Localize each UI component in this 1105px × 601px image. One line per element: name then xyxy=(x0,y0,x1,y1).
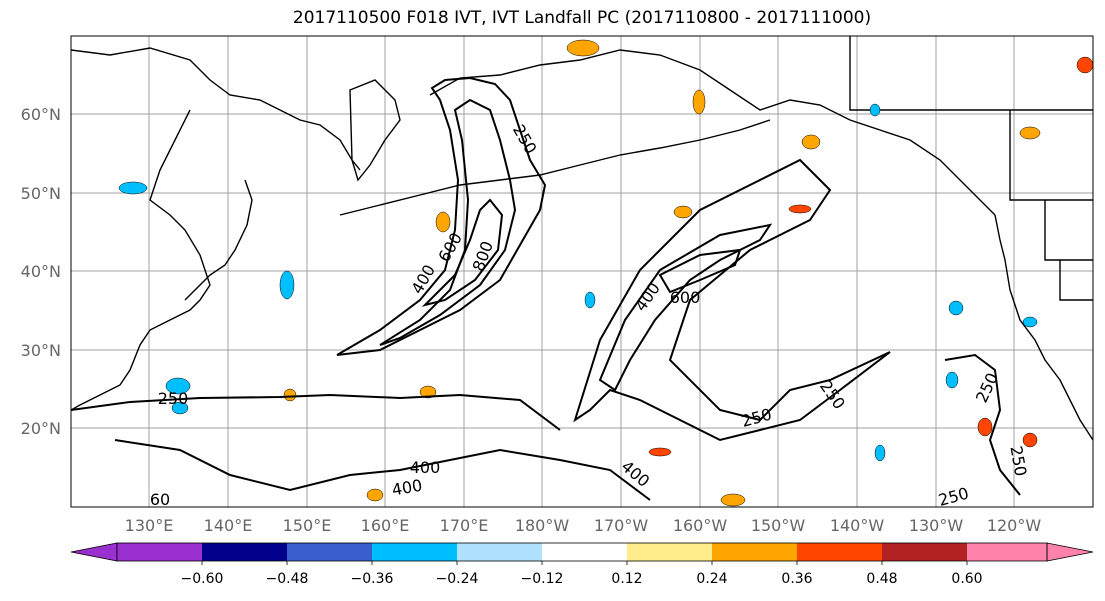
colorbar-tick-label: −0.60 xyxy=(181,571,224,587)
contour-600-north xyxy=(421,198,504,307)
lon-label: 140°W xyxy=(830,516,885,535)
pc-patch xyxy=(566,39,600,57)
colorbar-segment xyxy=(967,543,1047,561)
colorbar-tick-label: 0.12 xyxy=(611,571,642,587)
colorbar-tick-label: −0.24 xyxy=(436,571,479,587)
lon-label: 170°E xyxy=(440,516,489,535)
lon-label: 150°W xyxy=(751,516,806,535)
ivt-contours xyxy=(71,76,1021,501)
colorbar-segment xyxy=(797,543,882,561)
coast-kamchatka xyxy=(349,79,401,182)
pc-patch xyxy=(801,134,821,150)
colorbar-segment xyxy=(287,543,372,561)
lon-label: 150°E xyxy=(283,516,332,535)
pc-patch xyxy=(673,205,693,219)
pc-patch xyxy=(165,377,191,395)
contour-label: 250 xyxy=(158,389,189,408)
lon-label: 170°W xyxy=(594,516,649,535)
pc-patch xyxy=(788,204,812,214)
lon-label: 130°W xyxy=(909,516,964,535)
coast-canada-border xyxy=(849,36,1093,301)
lon-label: 130°E xyxy=(125,516,174,535)
pc-patch xyxy=(1022,316,1038,328)
lon-label: 120°W xyxy=(987,516,1042,535)
lon-label: 160°W xyxy=(673,516,728,535)
pc-patch xyxy=(945,371,959,389)
colorbar: −0.60 −0.48 −0.36 −0.24 −0.12 0.12 0.24 … xyxy=(70,542,1094,587)
colorbar-segment xyxy=(882,543,967,561)
coast-japan xyxy=(184,179,253,301)
lon-label: 160°E xyxy=(361,516,410,535)
colorbar-tick-label: 0.24 xyxy=(696,571,727,587)
pc-patch xyxy=(279,270,295,300)
lat-label-group: 60°N 50°N 40°N 30°N 20°N xyxy=(21,105,61,438)
pc-patch xyxy=(720,493,746,507)
lat-label: 50°N xyxy=(21,184,61,203)
colorbar-segment xyxy=(202,543,287,561)
graticule xyxy=(71,36,1093,507)
contour-600-central xyxy=(658,248,742,294)
contour-label: 60 xyxy=(150,490,170,509)
pc-patch xyxy=(977,417,993,437)
pc-patch xyxy=(419,385,437,399)
pc-patch xyxy=(648,447,672,457)
lon-label-group: 130°E 140°E 150°E 160°E 170°E 180°W 170°… xyxy=(125,516,1042,535)
pc-patch xyxy=(584,291,596,309)
pc-patch xyxy=(366,488,384,502)
pc-patch xyxy=(283,388,297,402)
coast-alaska xyxy=(429,49,996,216)
colorbar-segment xyxy=(712,543,797,561)
pc-patch xyxy=(874,444,886,462)
pc-shading xyxy=(118,39,1093,507)
lat-label: 40°N xyxy=(21,262,61,281)
colorbar-segment xyxy=(542,543,627,561)
contour-label: 600 xyxy=(670,288,701,307)
pc-patch xyxy=(948,300,964,316)
lon-label: 180°W xyxy=(515,516,570,535)
colorbar-segment xyxy=(372,543,457,561)
pc-patch xyxy=(1022,432,1038,448)
coastlines xyxy=(71,36,1093,441)
pc-patch xyxy=(1076,56,1093,74)
pc-patch xyxy=(869,103,881,117)
colorbar-tick-label: −0.36 xyxy=(351,571,394,587)
contour-250-central xyxy=(573,158,891,442)
map-title: 2017110500 F018 IVT, IVT Landfall PC (20… xyxy=(292,8,872,28)
contour-400-south xyxy=(114,439,651,501)
lon-label: 140°E xyxy=(204,516,253,535)
colorbar-segment xyxy=(627,543,712,561)
pc-patch xyxy=(171,401,189,415)
coast-asia-east xyxy=(71,47,361,411)
colorbar-segment xyxy=(117,543,202,561)
colorbar-extend-low xyxy=(70,542,118,562)
lat-label: 60°N xyxy=(21,105,61,124)
colorbar-tick-label: −0.12 xyxy=(521,571,564,587)
pc-patch xyxy=(118,181,148,195)
lat-label: 20°N xyxy=(21,419,61,438)
coast-aleutians xyxy=(339,119,771,216)
map-frame xyxy=(70,35,1094,508)
pc-patch xyxy=(1019,126,1041,140)
colorbar-tick-label: 0.36 xyxy=(781,571,812,587)
pc-patch xyxy=(435,211,451,233)
pc-patch xyxy=(692,89,706,115)
colorbar-segment xyxy=(457,543,542,561)
contour-250-east xyxy=(944,353,1021,496)
contour-label: 400 xyxy=(410,458,441,477)
colorbar-tick-label: 0.60 xyxy=(951,571,982,587)
coast-na-west xyxy=(994,214,1093,441)
colorbar-frame xyxy=(116,542,1048,562)
colorbar-tick-label: −0.48 xyxy=(266,571,309,587)
lat-label: 30°N xyxy=(21,341,61,360)
colorbar-extend-high xyxy=(1046,542,1094,562)
colorbar-tick-label: 0.48 xyxy=(866,571,897,587)
contour-250-west xyxy=(71,393,561,431)
contour-250-north xyxy=(336,76,547,356)
